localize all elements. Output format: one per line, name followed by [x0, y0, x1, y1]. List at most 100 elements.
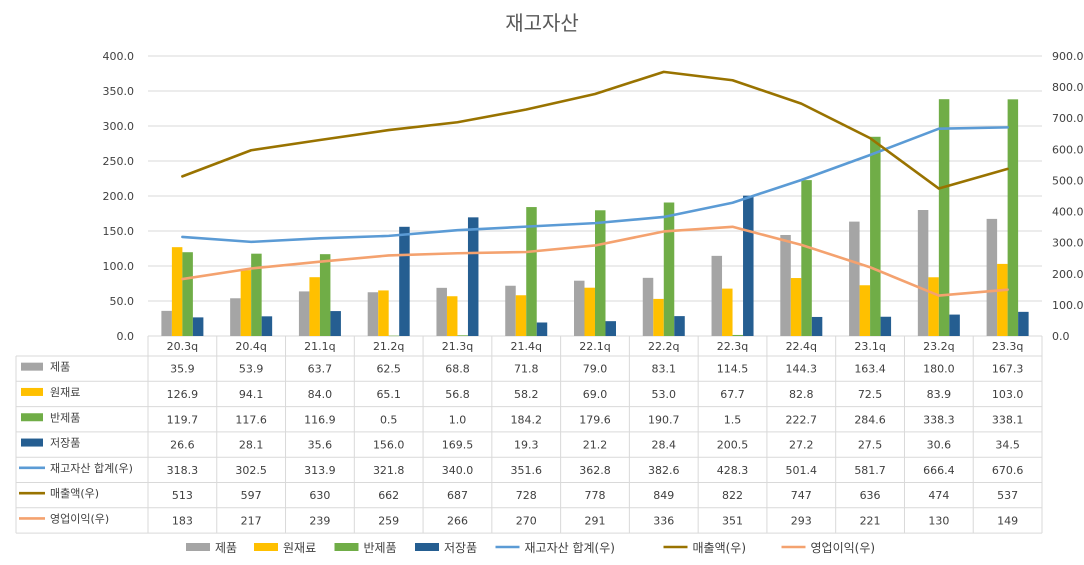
category-label: 22.2q	[648, 340, 679, 353]
table-value: 1.5	[724, 413, 742, 426]
bar-2-23.1q	[859, 285, 871, 336]
table-value: 65.1	[376, 388, 401, 401]
row-header: 저장품	[50, 437, 80, 450]
category-label: 23.3q	[992, 340, 1023, 353]
bar-2-23.2q	[928, 277, 939, 336]
lines	[181, 70, 1009, 297]
row-header: 매출액(우)	[50, 487, 99, 500]
category-label: 20.4q	[235, 340, 266, 353]
data-table: 20.3q 20.4q 21.1q 21.2q 21.3q 21.4q 22.1q 22.2q…	[15, 336, 1043, 534]
table-value: 126.9	[167, 388, 199, 401]
table-value: 662	[378, 489, 399, 502]
chart-title: 재고자산	[505, 11, 579, 35]
bar-1-21.3q	[436, 287, 447, 336]
table-value: 428.3	[717, 464, 749, 477]
bar-3-20.3q	[182, 252, 193, 336]
bar-4-23.3q	[1018, 311, 1029, 336]
bar-4-20.4q	[261, 316, 273, 336]
table-value: 336	[653, 514, 674, 527]
left-tick-label: 250.0	[103, 155, 135, 168]
legend-key	[254, 543, 278, 551]
table-value: 68.8	[445, 363, 470, 376]
table-value: 27.2	[789, 439, 814, 452]
bar-1-21.4q	[505, 285, 516, 336]
bar-4-23.1q	[880, 316, 892, 336]
table-value: 169.5	[442, 439, 474, 452]
table-value: 239	[309, 514, 330, 527]
legend-label: 원재료	[283, 541, 316, 555]
left-tick-label: 200.0	[103, 190, 135, 203]
table-value: 747	[791, 489, 812, 502]
table-value: 167.3	[992, 363, 1024, 376]
table-value: 513	[172, 489, 193, 502]
table-value: 302.5	[235, 464, 267, 477]
line-series-5	[181, 126, 1009, 244]
table-value: 284.6	[854, 413, 886, 426]
table-value: 581.7	[854, 464, 886, 477]
bar-3-22.3q	[732, 334, 744, 336]
table-value: 630	[309, 489, 330, 502]
table-value: 35.9	[170, 363, 195, 376]
bar-1-20.4q	[230, 298, 241, 336]
table-value: 338.1	[992, 413, 1024, 426]
bar-1-20.3q	[161, 310, 172, 336]
table-value: 0.5	[380, 413, 398, 426]
table-value: 362.8	[579, 464, 611, 477]
row-header: 반제품	[50, 411, 80, 424]
table-value: 114.5	[717, 363, 749, 376]
left-tick-label: 100.0	[103, 260, 135, 273]
table-value: 103.0	[992, 388, 1024, 401]
table-value: 184.2	[510, 413, 542, 426]
table-value: 79.0	[583, 363, 608, 376]
table-value: 321.8	[373, 464, 405, 477]
table-value: 27.5	[858, 439, 883, 452]
table-value: 34.5	[995, 439, 1020, 452]
table-value: 83.1	[652, 363, 677, 376]
right-tick-label: 500.0	[1052, 174, 1084, 187]
table-value: 200.5	[717, 439, 749, 452]
category-label: 23.2q	[923, 340, 954, 353]
legend-label: 영업이익(우)	[811, 541, 876, 555]
bar-2-21.1q	[309, 277, 320, 336]
left-tick-label: 0.0	[117, 330, 135, 343]
table-value: 72.5	[858, 388, 883, 401]
legend-label: 재고자산 합계(우)	[525, 541, 615, 555]
left-tick-label: 150.0	[103, 225, 135, 238]
row-legend-key	[21, 438, 43, 447]
bar-3-23.1q	[870, 136, 881, 336]
bar-3-21.1q	[319, 254, 331, 336]
table-value: 28.1	[239, 439, 264, 452]
table-value: 670.6	[992, 464, 1024, 477]
table-value: 183	[172, 514, 193, 527]
category-label: 20.3q	[167, 340, 198, 353]
bar-4-20.3q	[192, 317, 204, 336]
row-legend-key	[21, 387, 43, 396]
right-tick-label: 300.0	[1052, 237, 1084, 250]
right-axis: 0.0 100.0 200.0 300.0 400.0 500.0 600.0 700.0 80…	[1052, 50, 1084, 343]
table-value: 69.0	[583, 388, 608, 401]
right-tick-label: 800.0	[1052, 81, 1084, 94]
bar-3-22.4q	[801, 180, 812, 336]
table-value: 338.3	[923, 413, 955, 426]
table-value: 116.9	[304, 413, 336, 426]
bar-1-23.3q	[986, 218, 998, 336]
table-value: 318.3	[167, 464, 199, 477]
legend-label: 매출액(우)	[693, 541, 747, 555]
table-value: 687	[447, 489, 468, 502]
table-value: 313.9	[304, 464, 336, 477]
table-value: 597	[241, 489, 262, 502]
table-value: 58.2	[514, 388, 539, 401]
category-label: 22.4q	[786, 340, 817, 353]
left-tick-label: 300.0	[103, 120, 135, 133]
legend: 제품 원재료 반제품 저장품 재고자산 합계(우) 매출액(우) 영업이익(우)	[186, 541, 875, 555]
table-value: 56.8	[445, 388, 470, 401]
right-tick-label: 200.0	[1052, 268, 1084, 281]
table-value: 144.3	[786, 363, 818, 376]
table-value: 83.9	[927, 388, 952, 401]
table-value: 35.6	[308, 439, 333, 452]
table-value: 351	[722, 514, 743, 527]
right-tick-label: 400.0	[1052, 206, 1084, 219]
row-header: 원재료	[50, 386, 80, 399]
table-value: 217	[241, 514, 262, 527]
left-tick-label: 400.0	[103, 50, 135, 63]
